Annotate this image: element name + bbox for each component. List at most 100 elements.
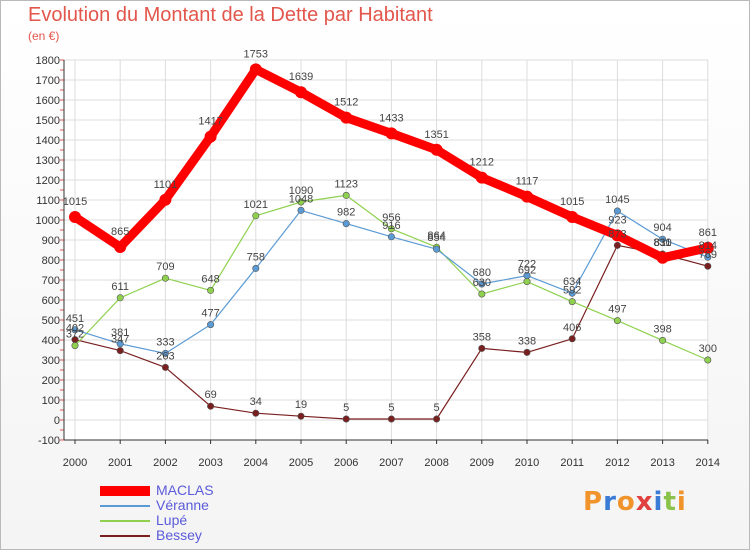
data-label-bessey: 34 <box>250 396 262 408</box>
data-label-bessey: 347 <box>111 334 129 346</box>
data-label-bessey: 338 <box>518 335 536 347</box>
data-label-maclas: 1753 <box>244 48 268 60</box>
data-point-lupé <box>161 274 169 282</box>
data-point-maclas <box>249 63 262 76</box>
data-point-véranne <box>704 253 712 261</box>
logo-letter: P <box>583 487 604 517</box>
legend-swatch-maclas <box>100 486 150 496</box>
chart-title: Evolution du Montant de la Dette par Hab… <box>28 4 433 26</box>
data-point-maclas <box>701 241 714 254</box>
data-point-lupé <box>116 294 124 302</box>
legend-label-veranne: Véranne <box>156 497 209 513</box>
data-label-maclas: 1351 <box>424 129 448 141</box>
data-point-véranne <box>613 207 621 215</box>
data-label-bessey: 402 <box>66 323 84 335</box>
y-tick-label: 500 <box>42 315 60 327</box>
legend-label-bessey: Bessey <box>156 527 202 543</box>
logo-letter: i <box>676 487 687 517</box>
x-tick-label: 2009 <box>470 457 494 469</box>
data-label-maclas: 923 <box>608 214 626 226</box>
data-label-véranne: 916 <box>382 220 400 232</box>
data-point-maclas <box>475 171 488 184</box>
legend-label-lupe: Lupé <box>156 512 188 528</box>
y-tick-label: 600 <box>42 295 60 307</box>
y-tick-label: 800 <box>42 255 60 267</box>
data-point-bessey <box>613 241 621 249</box>
data-point-véranne <box>568 289 576 297</box>
data-point-maclas <box>656 251 669 264</box>
x-tick-label: 2010 <box>515 457 539 469</box>
data-point-lupé <box>207 286 215 294</box>
data-label-véranne: 1048 <box>289 193 313 205</box>
legend-swatch-bessey <box>100 535 150 537</box>
y-tick-label: 1100 <box>36 195 60 207</box>
logo-letter: r <box>603 487 617 517</box>
x-tick-label: 2003 <box>198 457 222 469</box>
data-label-véranne: 451 <box>66 313 84 325</box>
data-label-bessey: 5 <box>343 402 349 414</box>
y-tick-label: 900 <box>42 235 60 247</box>
logo-letter: t <box>663 487 677 517</box>
data-label-lupé: 864 <box>427 230 445 242</box>
data-label-véranne: 854 <box>427 232 445 244</box>
data-point-véranne <box>387 233 395 241</box>
y-tick-label: 1500 <box>36 115 60 127</box>
y-tick-label: 1200 <box>36 175 60 187</box>
data-label-lupé: 1123 <box>334 178 358 190</box>
data-label-véranne: 722 <box>518 259 536 271</box>
data-label-maclas: 1212 <box>470 157 494 169</box>
y-tick-label: 1000 <box>36 215 60 227</box>
data-point-maclas <box>69 211 81 223</box>
data-point-lupé <box>342 191 350 199</box>
x-tick-label: 2000 <box>63 457 87 469</box>
x-tick-label: 2014 <box>696 457 720 469</box>
data-label-lupé: 692 <box>518 265 536 277</box>
data-label-bessey: 873 <box>608 228 626 240</box>
logo-letter: o <box>616 487 636 517</box>
data-point-véranne <box>659 235 667 243</box>
data-label-bessey: 5 <box>388 402 394 414</box>
data-point-maclas <box>204 130 217 143</box>
legend-swatch-lupe <box>100 520 150 522</box>
data-label-lupé: 398 <box>653 323 671 335</box>
data-point-bessey <box>116 347 124 355</box>
data-label-véranne: 982 <box>337 207 355 219</box>
data-point-bessey <box>207 402 215 410</box>
data-label-maclas: 1512 <box>334 97 358 109</box>
data-point-véranne <box>252 264 260 272</box>
data-point-véranne <box>71 326 79 334</box>
data-point-lupé <box>523 278 531 286</box>
data-point-bessey <box>433 415 441 423</box>
legend-swatch-veranne <box>100 505 150 507</box>
data-label-véranne: 814 <box>699 240 717 252</box>
x-tick-label: 2006 <box>334 457 358 469</box>
y-tick-label: 1300 <box>36 155 60 167</box>
data-label-maclas: 1101 <box>154 179 178 191</box>
data-label-bessey: 19 <box>295 399 307 411</box>
data-point-véranne <box>161 349 169 357</box>
y-tick-label: 0 <box>54 415 60 427</box>
data-point-lupé <box>478 290 486 298</box>
data-label-véranne: 477 <box>201 308 219 320</box>
data-label-lupé: 497 <box>608 304 626 316</box>
data-label-maclas: 1639 <box>289 71 313 83</box>
data-point-bessey <box>523 348 531 356</box>
data-label-maclas: 865 <box>111 226 129 238</box>
x-tick-label: 2012 <box>605 457 629 469</box>
data-label-maclas: 1015 <box>63 196 87 208</box>
data-point-véranne <box>342 220 350 228</box>
data-point-bessey <box>387 415 395 423</box>
data-point-bessey <box>297 412 305 420</box>
data-point-véranne <box>523 272 531 280</box>
data-point-maclas <box>159 193 172 206</box>
data-point-lupé <box>387 225 395 233</box>
data-point-lupé <box>704 356 712 364</box>
data-label-véranne: 1045 <box>605 194 629 206</box>
data-label-lupé: 648 <box>201 273 219 285</box>
x-tick-label: 2008 <box>424 457 448 469</box>
y-tick-label: 400 <box>42 335 60 347</box>
chart-subtitle: (en €) <box>28 29 60 43</box>
y-tick-label: 200 <box>42 375 60 387</box>
data-label-lupé: 709 <box>156 261 174 273</box>
data-label-bessey: 769 <box>699 249 717 261</box>
